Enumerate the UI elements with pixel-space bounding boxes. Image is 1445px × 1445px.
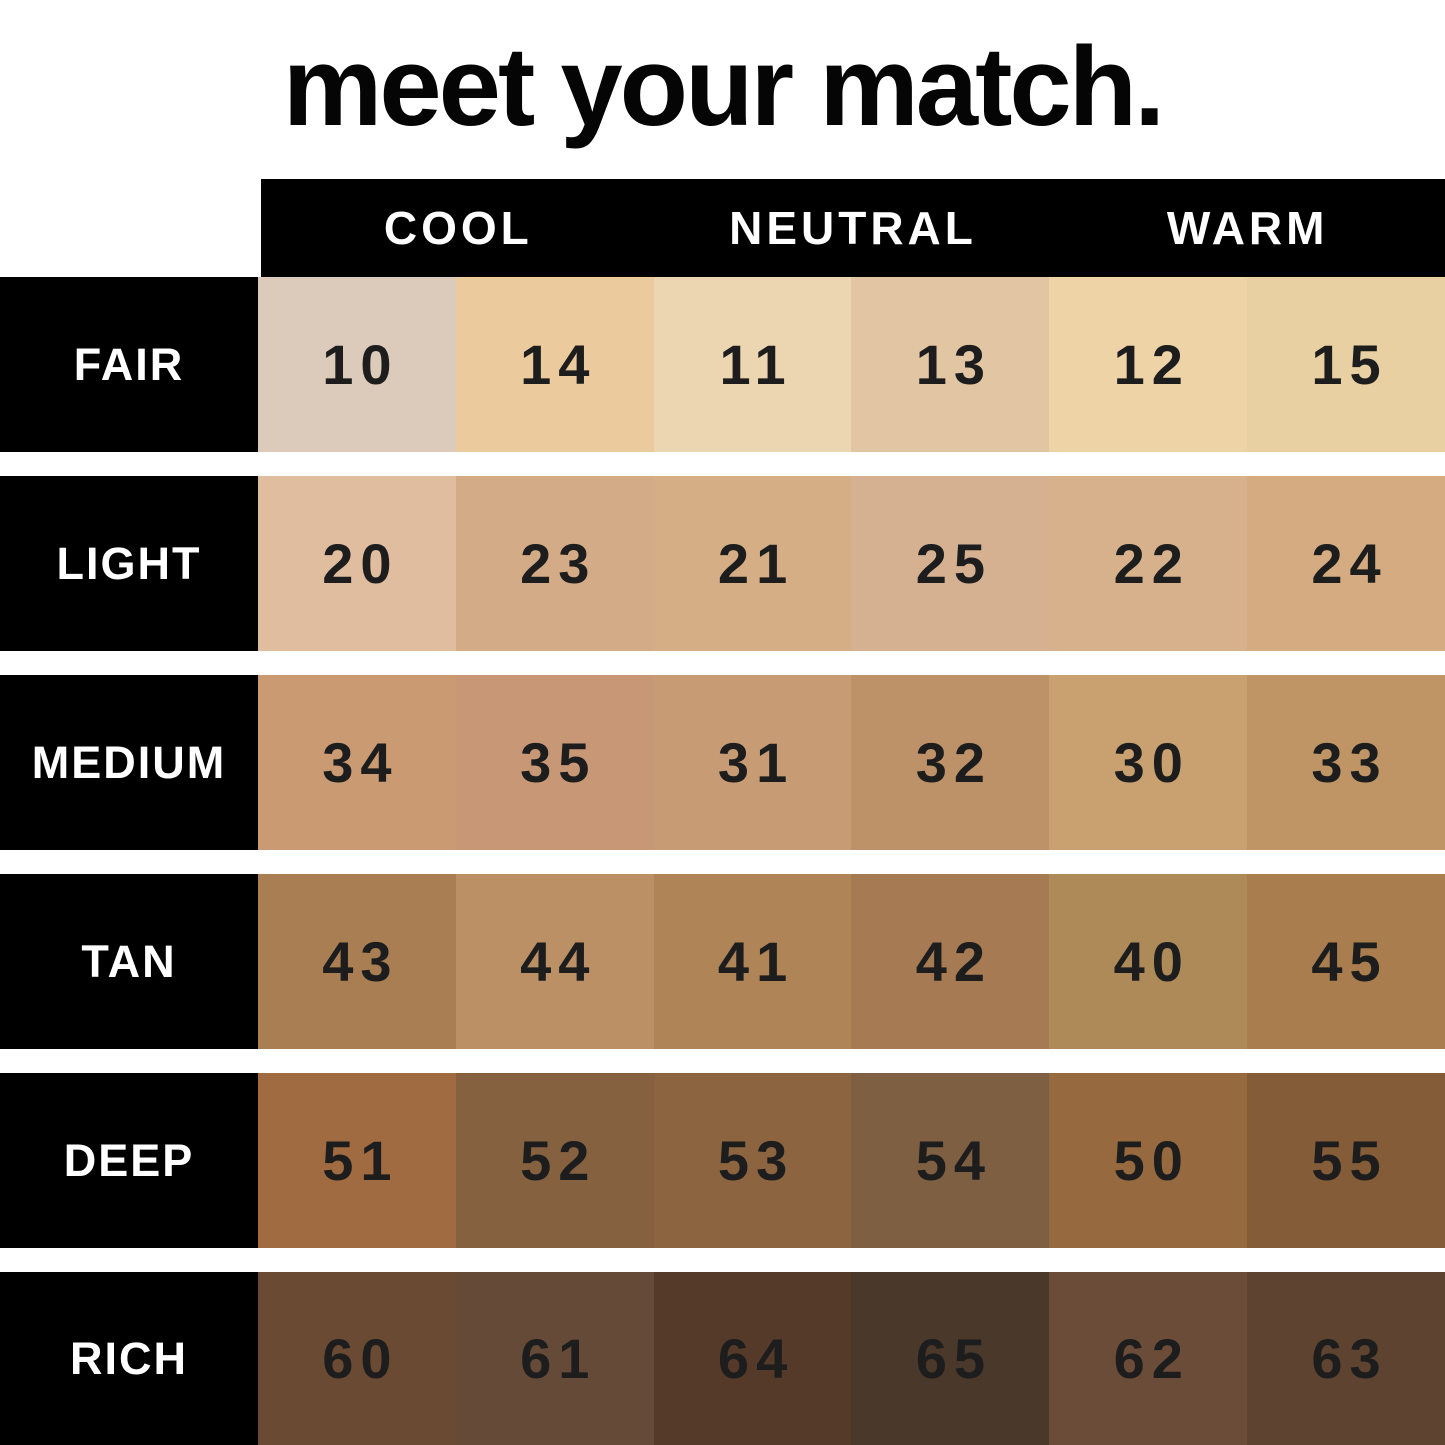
shade-row-fair: FAIR 10 14 11 13 12 15 — [0, 277, 1445, 452]
swatch-42: 42 — [851, 874, 1050, 1049]
swatch-34: 34 — [258, 675, 456, 850]
undertone-header-bar: COOL NEUTRAL WARM — [261, 179, 1445, 277]
shade-number-44: 44 — [520, 930, 597, 993]
swatch-43: 43 — [258, 874, 456, 1049]
row-label-medium: MEDIUM — [0, 675, 258, 850]
shade-number-51: 51 — [322, 1129, 399, 1192]
swatch-55: 55 — [1247, 1073, 1445, 1248]
undertone-header-warm: WARM — [1166, 202, 1329, 254]
shade-number-25: 25 — [915, 532, 993, 595]
swatch-32: 32 — [851, 675, 1050, 850]
swatch-21: 21 — [653, 476, 852, 651]
shade-number-60: 60 — [322, 1327, 399, 1390]
shade-row-light: LIGHT 20 23 21 25 22 24 — [0, 476, 1445, 651]
shade-number-61: 61 — [520, 1327, 597, 1390]
shade-number-31: 31 — [717, 731, 795, 794]
shade-number-32: 32 — [915, 731, 993, 794]
row-label-deep: DEEP — [0, 1073, 258, 1248]
shade-rows: FAIR 10 14 11 13 12 15 LIGHT 20 23 21 25 22 24 MEDIUM 3… — [0, 277, 1445, 1445]
swatch-23: 23 — [455, 476, 654, 651]
shade-number-40: 40 — [1113, 930, 1190, 993]
swatch-13: 13 — [851, 277, 1050, 452]
swatch-15: 15 — [1247, 277, 1445, 452]
swatch-51: 51 — [258, 1073, 456, 1248]
swatch-64: 64 — [653, 1272, 852, 1445]
swatch-52: 52 — [455, 1073, 654, 1248]
shade-number-53: 53 — [717, 1129, 795, 1192]
swatch-10: 10 — [258, 277, 456, 452]
shade-number-15: 15 — [1311, 333, 1388, 396]
swatch-35: 35 — [455, 675, 654, 850]
swatch-53: 53 — [653, 1073, 852, 1248]
row-label-light: LIGHT — [0, 476, 258, 651]
shade-number-55: 55 — [1311, 1129, 1388, 1192]
swatch-54: 54 — [851, 1073, 1050, 1248]
page-title: meet your match. — [282, 24, 1165, 149]
shade-number-64: 64 — [717, 1327, 795, 1390]
shade-number-13: 13 — [915, 333, 993, 396]
swatch-41: 41 — [653, 874, 852, 1049]
swatch-62: 62 — [1049, 1272, 1248, 1445]
shade-number-10: 10 — [322, 333, 399, 396]
swatch-25: 25 — [851, 476, 1050, 651]
swatch-24: 24 — [1247, 476, 1445, 651]
shade-number-20: 20 — [322, 532, 399, 595]
shade-number-63: 63 — [1311, 1327, 1388, 1390]
shade-number-62: 62 — [1113, 1327, 1190, 1390]
shade-number-33: 33 — [1311, 731, 1388, 794]
shade-number-11: 11 — [719, 333, 793, 396]
shade-number-41: 41 — [717, 930, 795, 993]
row-label-rich: RICH — [0, 1272, 258, 1445]
swatch-22: 22 — [1049, 476, 1248, 651]
swatch-61: 61 — [455, 1272, 654, 1445]
shade-number-65: 65 — [915, 1327, 993, 1390]
shade-number-43: 43 — [322, 930, 399, 993]
shade-row-deep: DEEP 51 52 53 54 50 55 — [0, 1073, 1445, 1248]
swatch-63: 63 — [1247, 1272, 1445, 1445]
shade-row-medium: MEDIUM 34 35 31 32 30 33 — [0, 675, 1445, 850]
shade-number-12: 12 — [1113, 333, 1190, 396]
swatch-11: 11 — [653, 277, 852, 452]
swatch-60: 60 — [258, 1272, 456, 1445]
row-label-tan: TAN — [0, 874, 258, 1049]
shade-number-54: 54 — [915, 1129, 993, 1192]
shade-number-35: 35 — [520, 731, 597, 794]
shade-number-50: 50 — [1113, 1129, 1190, 1192]
swatch-31: 31 — [653, 675, 852, 850]
shade-number-21: 21 — [717, 532, 795, 595]
row-label-fair: FAIR — [0, 277, 258, 452]
swatch-65: 65 — [851, 1272, 1050, 1445]
swatch-40: 40 — [1049, 874, 1248, 1049]
swatch-30: 30 — [1049, 675, 1248, 850]
swatch-14: 14 — [455, 277, 654, 452]
shade-number-34: 34 — [322, 731, 399, 794]
shade-number-42: 42 — [915, 930, 993, 993]
shade-number-22: 22 — [1113, 532, 1190, 595]
shade-number-23: 23 — [520, 532, 597, 595]
swatch-45: 45 — [1247, 874, 1445, 1049]
shade-number-52: 52 — [520, 1129, 597, 1192]
undertone-header-neutral: NEUTRAL — [729, 202, 977, 254]
shade-row-rich: RICH 60 61 64 65 62 63 — [0, 1272, 1445, 1445]
swatch-12: 12 — [1049, 277, 1248, 452]
swatch-44: 44 — [455, 874, 654, 1049]
swatch-20: 20 — [258, 476, 456, 651]
shade-number-30: 30 — [1113, 731, 1190, 794]
shade-number-14: 14 — [520, 333, 597, 396]
shade-number-24: 24 — [1311, 532, 1388, 595]
swatch-33: 33 — [1247, 675, 1445, 850]
undertone-header-cool: COOL — [383, 202, 533, 254]
shade-row-tan: TAN 43 44 41 42 40 45 — [0, 874, 1445, 1049]
shade-number-45: 45 — [1311, 930, 1388, 993]
swatch-50: 50 — [1049, 1073, 1248, 1248]
